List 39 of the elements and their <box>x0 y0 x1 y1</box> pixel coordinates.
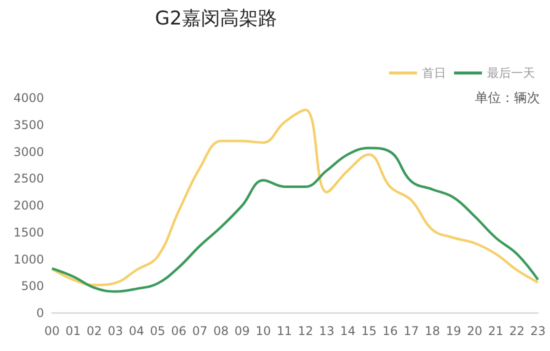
y-tick-label: 500 <box>21 279 44 294</box>
x-tick-label: 04 <box>128 324 144 338</box>
x-tick-label: 21 <box>488 324 504 338</box>
x-tick-label: 18 <box>424 324 440 338</box>
y-tick-label: 0 <box>36 306 44 320</box>
x-tick-label: 08 <box>213 324 229 338</box>
x-tick-label: 16 <box>382 324 398 338</box>
y-tick-label: 4000 <box>13 91 44 105</box>
x-tick-label: 10 <box>256 324 271 338</box>
x-tick-label: 22 <box>509 324 525 338</box>
x-tick-label: 03 <box>108 324 124 338</box>
y-tick-label: 1500 <box>13 225 44 240</box>
x-tick-label: 19 <box>446 324 462 338</box>
line-series <box>50 108 540 286</box>
x-tick-label: 15 <box>361 324 377 338</box>
x-tick-label: 00 <box>44 324 60 338</box>
x-tick-label: 23 <box>530 324 546 338</box>
y-tick-label: 2500 <box>13 172 44 186</box>
legend-label: 最后一天 <box>487 66 535 80</box>
y-tick-label: 2000 <box>13 198 44 212</box>
x-tick-label: 09 <box>234 324 250 338</box>
x-tick-label: 14 <box>340 324 356 338</box>
annotation: 单位：辆次 <box>475 91 540 106</box>
x-tick-label: 13 <box>319 324 334 338</box>
x-tick-label: 02 <box>86 324 102 338</box>
line-series <box>50 146 540 293</box>
x-tick-label: 01 <box>65 324 81 338</box>
x-tick-label: 06 <box>171 324 186 338</box>
x-tick-label: 07 <box>192 324 208 338</box>
x-tick-label: 12 <box>298 324 314 338</box>
x-tick-label: 11 <box>276 324 292 338</box>
x-tick-label: 17 <box>404 324 419 338</box>
y-tick-label: 3500 <box>13 118 44 132</box>
legend-label: 首日 <box>422 66 446 80</box>
x-tick-label: 20 <box>466 324 482 338</box>
chart-title: G2嘉闵高架路 <box>155 8 277 30</box>
y-tick-label: 1000 <box>13 252 44 266</box>
y-tick-label: 3000 <box>13 144 44 159</box>
x-tick-label: 05 <box>150 324 166 338</box>
